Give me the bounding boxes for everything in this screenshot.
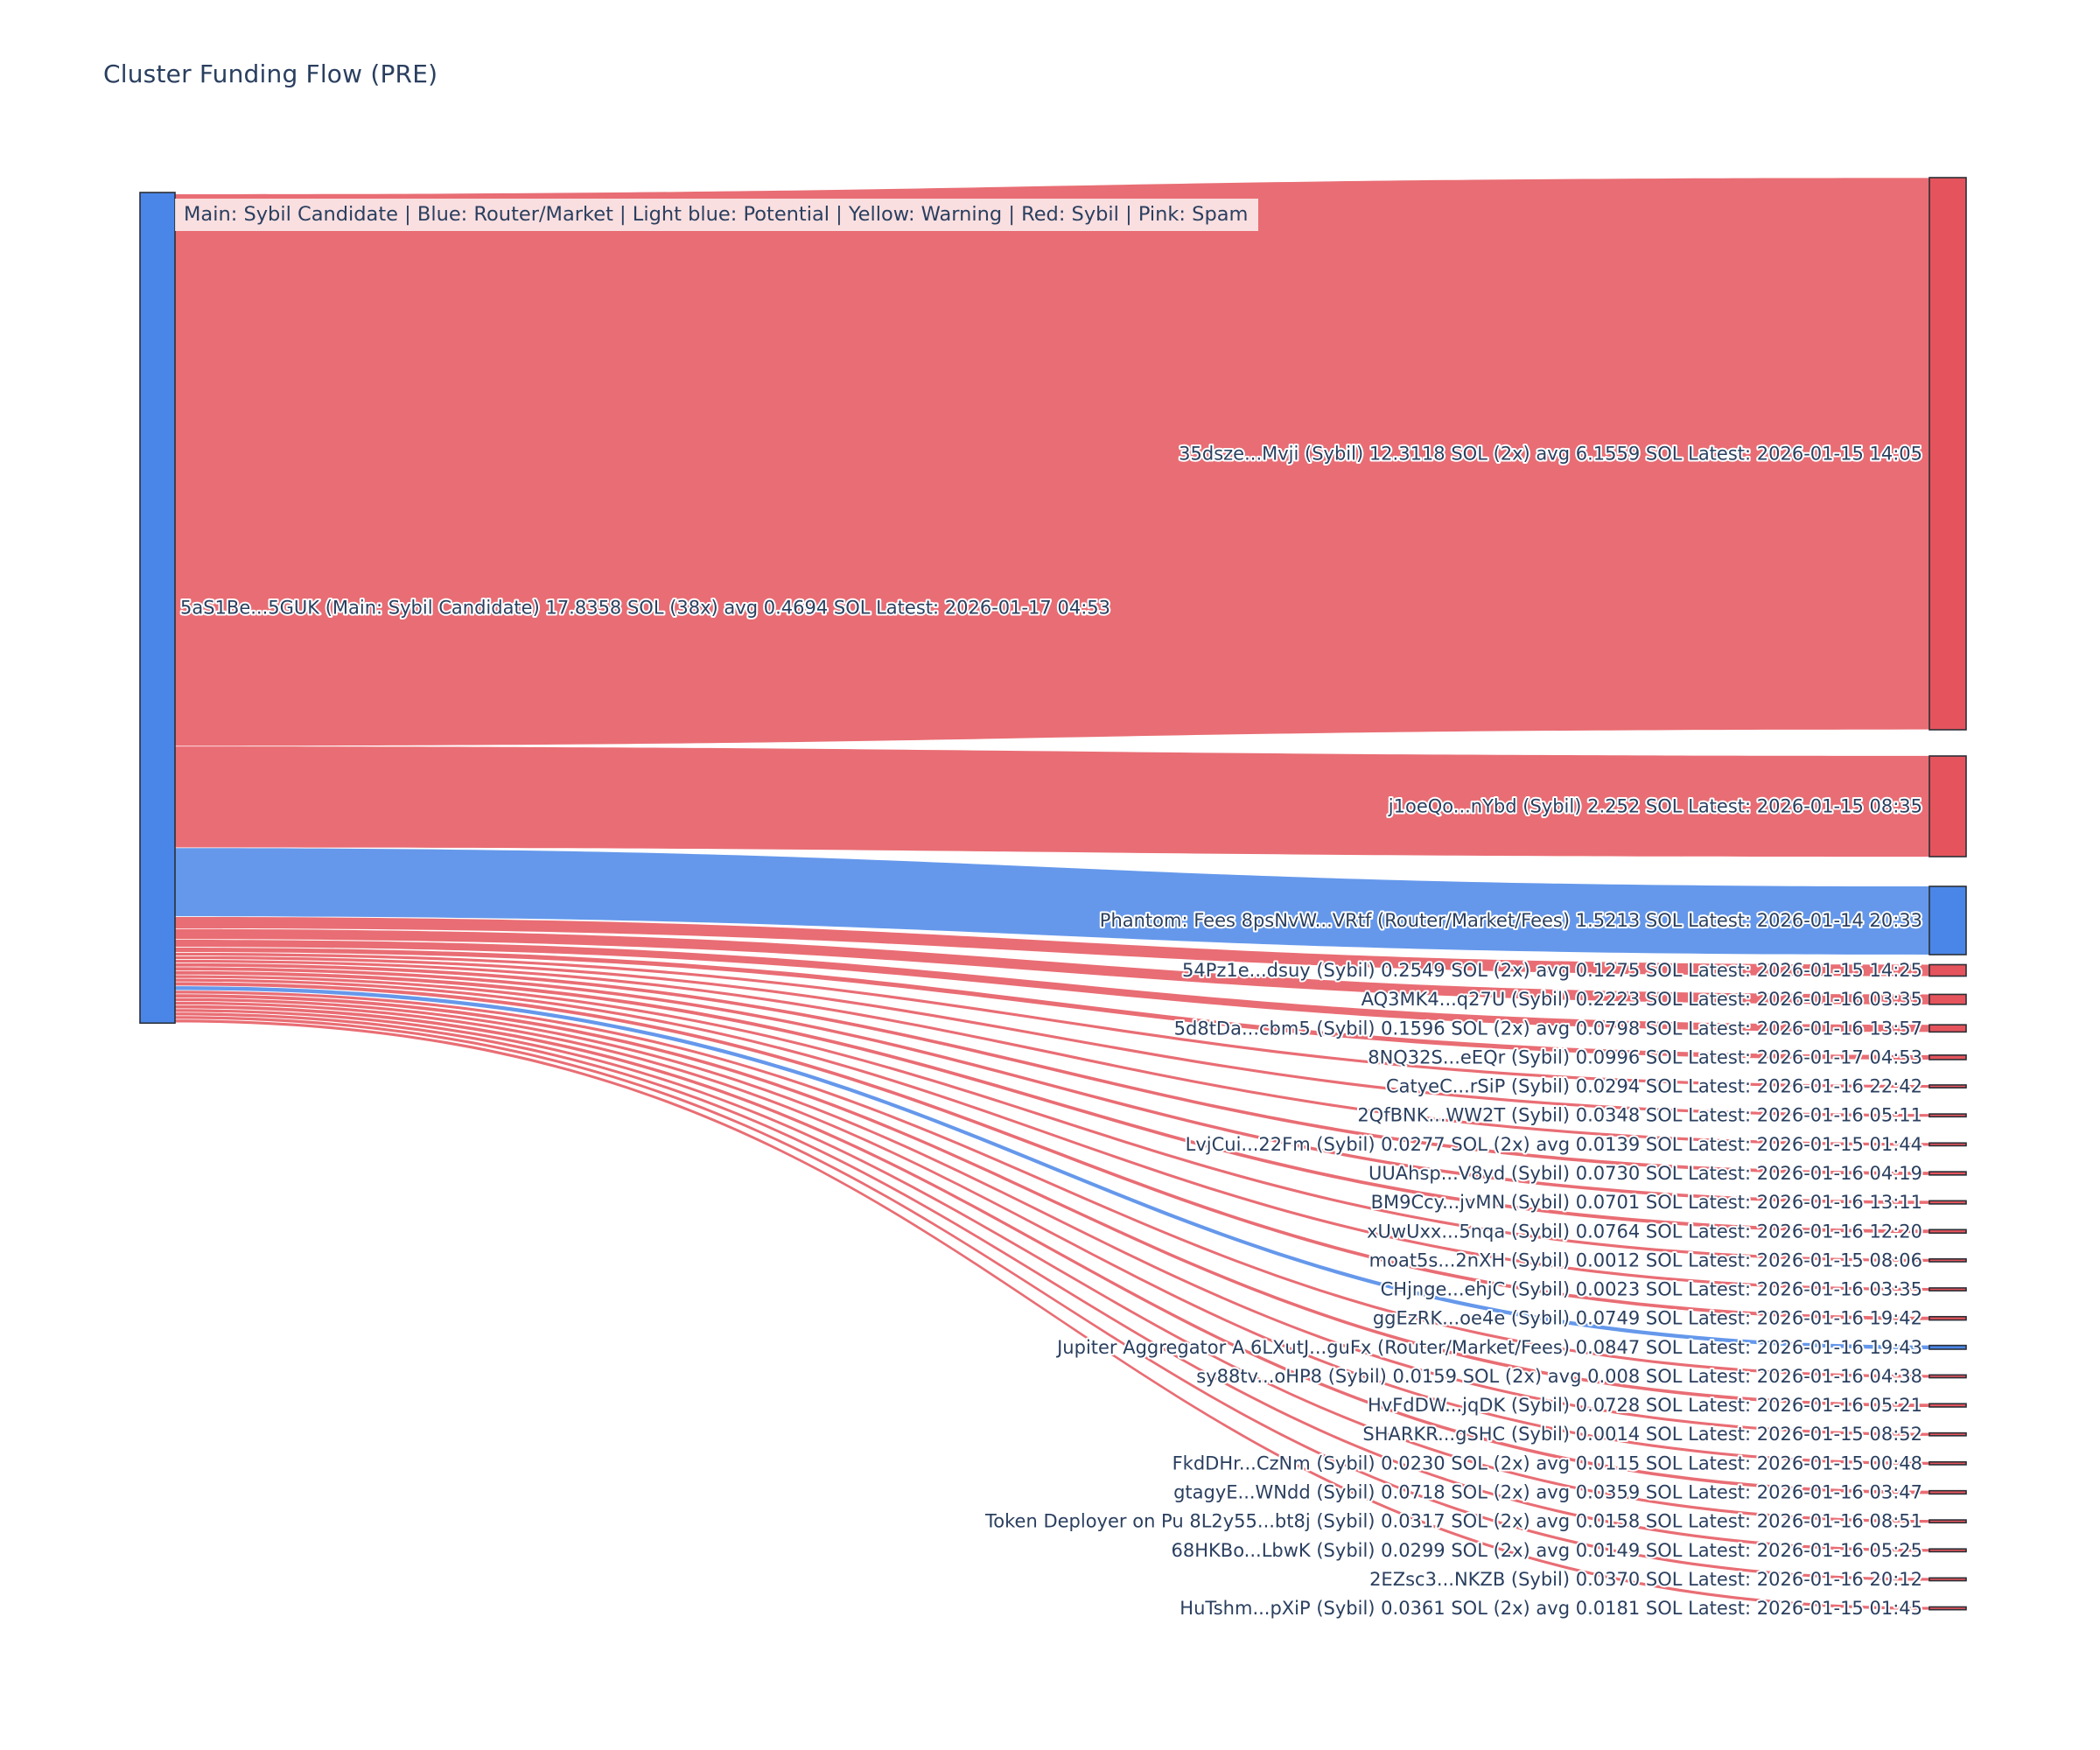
- sankey-link[interactable]: [175, 1001, 1929, 1465]
- target-node-label: 5d8tDa...cbm5 (Sybil) 0.1596 SOL (2x) av…: [1174, 1018, 1922, 1039]
- sankey-target-node[interactable]: [1928, 1142, 1967, 1147]
- target-node-label: xUwUxx...5nqa (Sybil) 0.0764 SOL Latest:…: [1367, 1221, 1922, 1242]
- target-node-label: Phantom: Fees 8psNvW...VRtf (Router/Mark…: [1100, 910, 1922, 931]
- sankey-link[interactable]: [175, 959, 1929, 1146]
- sankey-link[interactable]: [175, 848, 1929, 955]
- sankey-link[interactable]: [175, 998, 1929, 1436]
- target-node-label: gtagyE...WNdd (Sybil) 0.0718 SOL (2x) av…: [1173, 1482, 1922, 1503]
- sankey-link[interactable]: [175, 978, 1929, 1292]
- sankey-target-node[interactable]: [1928, 1460, 1967, 1466]
- target-node-label: BM9Ccy...jvMN (Sybil) 0.0701 SOL Latest:…: [1371, 1192, 1922, 1213]
- legend-note: Main: Sybil Candidate | Blue: Router/Mar…: [175, 199, 1259, 231]
- sankey-link[interactable]: [175, 939, 1929, 1032]
- sankey-target-node[interactable]: [1928, 1171, 1967, 1176]
- sankey-link[interactable]: [175, 1004, 1929, 1494]
- target-node-label: SHARKR...gSHC (Sybil) 0.0014 SOL Latest:…: [1362, 1424, 1922, 1445]
- sankey-target-node[interactable]: [1928, 1432, 1967, 1437]
- target-node-label: 2EZsc3...NKZB (Sybil) 0.0370 SOL Latest:…: [1369, 1569, 1922, 1590]
- target-node-label: 2QfBNK...WW2T (Sybil) 0.0348 SOL Latest:…: [1357, 1105, 1922, 1126]
- sankey-links: [175, 178, 1929, 1610]
- sankey-link[interactable]: [175, 975, 1929, 1262]
- target-node-label: sy88tv...oHP8 (Sybil) 0.0159 SOL (2x) av…: [1196, 1366, 1922, 1387]
- sankey-link[interactable]: [175, 994, 1929, 1407]
- sankey-target-node[interactable]: [1928, 1315, 1967, 1321]
- sankey-target-node[interactable]: [1928, 1519, 1967, 1524]
- target-node-label: CHjnge...ehjC (Sybil) 0.0023 SOL Latest:…: [1381, 1279, 1922, 1300]
- sankey-link[interactable]: [175, 1009, 1929, 1523]
- source-node-label: 5aS1Be...5GUK (Main: Sybil Candidate) 17…: [180, 598, 1110, 619]
- sankey-link[interactable]: [175, 178, 1929, 746]
- target-node-label: UUAhsp...V8yd (Sybil) 0.0730 SOL Latest:…: [1368, 1163, 1922, 1184]
- sankey-target-node[interactable]: [1928, 1054, 1967, 1060]
- sankey-link[interactable]: [175, 986, 1929, 1349]
- target-node-label: 68HKBo...LbwK (Sybil) 0.0299 SOL (2x) av…: [1172, 1540, 1922, 1561]
- target-node-label: Token Deployer on Pu 8L2y55...bt8j (Sybi…: [984, 1511, 1922, 1532]
- sankey-target-node[interactable]: [1928, 1548, 1967, 1553]
- sankey-target-node[interactable]: [1928, 1577, 1967, 1582]
- sankey-link[interactable]: [175, 956, 1929, 1117]
- target-node-label: 54Pz1e...dsuy (Sybil) 0.2549 SOL (2x) av…: [1182, 960, 1922, 981]
- sankey-link[interactable]: [175, 1016, 1929, 1581]
- sankey-target-node[interactable]: [1928, 1344, 1967, 1350]
- sankey-target-node[interactable]: [1928, 1024, 1967, 1033]
- target-node-label: AQ3MK4...q27U (Sybil) 0.2223 SOL Latest:…: [1362, 989, 1922, 1010]
- sankey-link[interactable]: [175, 962, 1929, 1175]
- target-node-label: LvjCui...22Fm (Sybil) 0.0277 SOL (2x) av…: [1186, 1134, 1922, 1155]
- target-node-label: Jupiter Aggregator A 6LXutJ...guFx (Rout…: [1055, 1337, 1922, 1358]
- chart-title: Cluster Funding Flow (PRE): [103, 60, 438, 88]
- sankey-target-node[interactable]: [1928, 1287, 1967, 1292]
- sankey-target-node[interactable]: [1928, 1489, 1967, 1495]
- sankey-link[interactable]: [175, 947, 1929, 1060]
- sankey-link[interactable]: [175, 970, 1929, 1234]
- sankey-target-node[interactable]: [1928, 1200, 1967, 1205]
- target-node-label: 35dsze...Mvji (Sybil) 12.3118 SOL (2x) a…: [1179, 444, 1922, 465]
- target-node-label: HvFdDW...jqDK (Sybil) 0.0728 SOL Latest:…: [1368, 1395, 1922, 1416]
- sankey-target-node[interactable]: [1928, 963, 1967, 977]
- sankey-target-node[interactable]: [1928, 1403, 1967, 1408]
- target-node-label: HuTshm...pXiP (Sybil) 0.0361 SOL (2x) av…: [1180, 1598, 1922, 1619]
- sankey-link[interactable]: [175, 967, 1929, 1204]
- sankey-link[interactable]: [175, 1012, 1929, 1552]
- sankey-link[interactable]: [175, 928, 1929, 1004]
- sankey-link[interactable]: [175, 1019, 1929, 1610]
- sankey-link[interactable]: [175, 982, 1929, 1320]
- sankey-source-node[interactable]: [139, 192, 176, 1025]
- sankey-target-node[interactable]: [1928, 1113, 1967, 1118]
- sankey-target-node[interactable]: [1928, 1084, 1967, 1088]
- target-node-label: FkdDHr...CzNm (Sybil) 0.0230 SOL (2x) av…: [1172, 1452, 1922, 1474]
- target-node-label: 8NQ32S...eEQr (Sybil) 0.0996 SOL Latest:…: [1368, 1046, 1922, 1068]
- target-node-label: ggEzRK...oe4e (Sybil) 0.0749 SOL Latest:…: [1373, 1308, 1922, 1329]
- target-node-label: moat5s...2nXH (Sybil) 0.0012 SOL Latest:…: [1369, 1250, 1922, 1270]
- sankey-link[interactable]: [175, 952, 1929, 1088]
- sankey-link[interactable]: [175, 916, 1929, 976]
- sankey-link[interactable]: [175, 990, 1929, 1378]
- sankey-nodes: [139, 177, 1967, 1611]
- sankey-target-node[interactable]: [1928, 993, 1967, 1005]
- target-node-label: j1oeQo...nYbd (Sybil) 2.252 SOL Latest: …: [1388, 796, 1922, 817]
- sankey-link[interactable]: [175, 746, 1929, 858]
- sankey-target-node[interactable]: [1928, 177, 1967, 731]
- sankey-target-node[interactable]: [1928, 1606, 1967, 1611]
- sankey-target-node[interactable]: [1928, 1374, 1967, 1379]
- sankey-target-node[interactable]: [1928, 1258, 1967, 1263]
- sankey-labels: 35dsze...Mvji (Sybil) 12.3118 SOL (2x) a…: [178, 442, 1924, 1621]
- sankey-target-node[interactable]: [1928, 1228, 1967, 1235]
- target-node-label: CatyeC...rSiP (Sybil) 0.0294 SOL Latest:…: [1386, 1076, 1922, 1097]
- sankey-target-node[interactable]: [1928, 886, 1967, 956]
- sankey-target-node[interactable]: [1928, 755, 1967, 858]
